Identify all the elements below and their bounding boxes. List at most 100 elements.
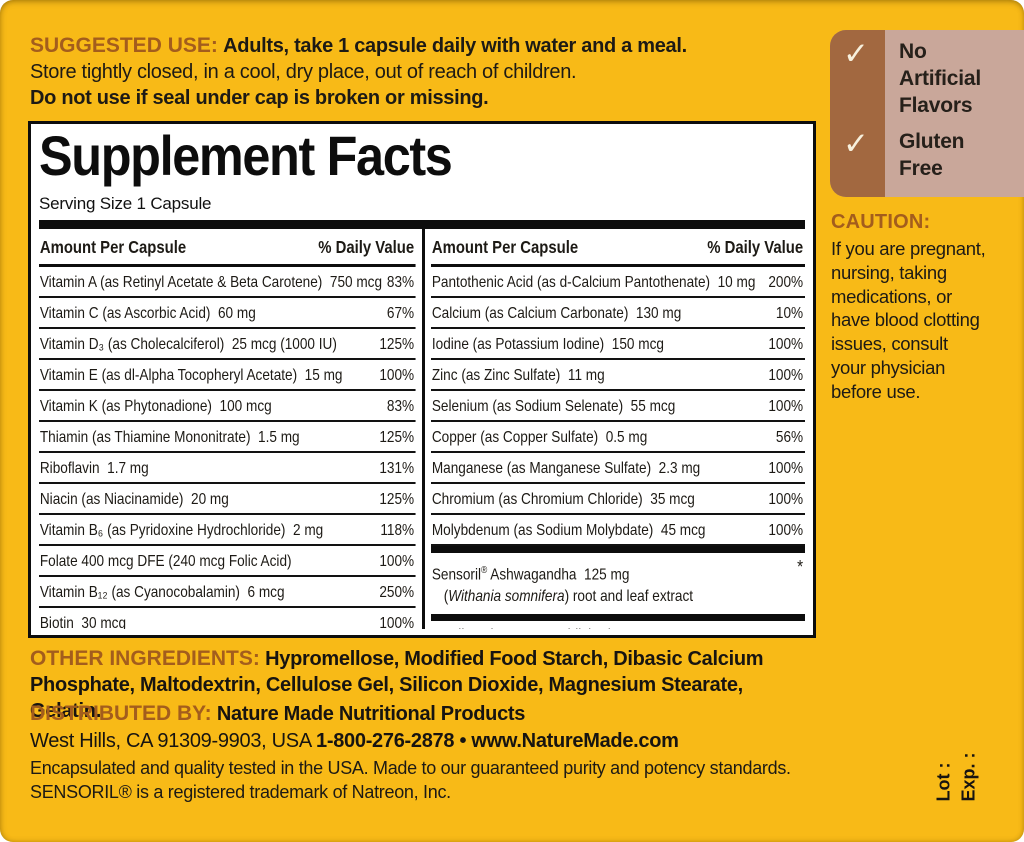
facts-rows-left: Vitamin A (as Retinyl Acetate & Beta Car… xyxy=(39,267,416,629)
fact-row: Selenium (as Sodium Selenate) 55 mcg 100% xyxy=(431,391,805,422)
fact-row: Vitamin C (as Ascorbic Acid) 60 mg 67% xyxy=(39,298,416,329)
distributed-by-line1: DISTRIBUTED BY: Nature Made Nutritional … xyxy=(30,700,820,728)
fact-row: Vitamin K (as Phytonadione) 100 mcg 83% xyxy=(39,391,416,422)
fact-name: Molybdenum (as Sodium Molybdate) 45 mcg xyxy=(431,522,706,539)
fact-dv: 200% xyxy=(768,274,804,291)
column-header-dv: % Daily Value xyxy=(318,237,415,257)
fact-name: Riboflavin 1.7 mg xyxy=(39,460,149,477)
column-header-amount: Amount Per Capsule xyxy=(39,237,187,257)
botanical-row: Sensoril® Ashwagandha 125 mg (Withania s… xyxy=(431,553,805,614)
checkmark-icon: ✓ xyxy=(843,126,869,161)
fact-dv: 100% xyxy=(768,336,804,353)
fact-name: Pantothenic Acid (as d-Calcium Pantothen… xyxy=(431,274,756,291)
fact-row: Riboflavin 1.7 mg 131% xyxy=(39,453,416,484)
caution-heading: CAUTION: xyxy=(831,211,931,233)
fact-row: Vitamin E (as dl-Alpha Tocopheryl Acetat… xyxy=(39,360,416,391)
distributed-by-heading: DISTRIBUTED BY: xyxy=(30,702,212,725)
fact-name: Chromium (as Chromium Chloride) 35 mcg xyxy=(431,491,695,508)
fact-row: Vitamin B₁₂ (as Cyanocobalamin) 6 mcg 250… xyxy=(39,577,416,608)
fact-dv: 100% xyxy=(768,522,804,539)
fact-dv: 56% xyxy=(775,429,804,446)
suggested-use-lead: Adults, take 1 capsule daily with water … xyxy=(223,35,687,57)
fact-name: Vitamin B₁₂ (as Cyanocobalamin) 6 mcg xyxy=(39,584,285,601)
other-ingredients-section: OTHER INGREDIENTS: Hypromellose, Modifie… xyxy=(30,646,778,724)
badge-label-gluten-free: Gluten Free xyxy=(899,130,965,180)
exp-label: Exp. : xyxy=(958,752,979,802)
dv-footnote: * Daily Values not established. xyxy=(431,621,805,629)
fact-name: Biotin 30 mcg xyxy=(39,615,127,629)
botanical-line2-rest: ) root and leaf extract xyxy=(564,588,694,606)
footer-line1: Encapsulated and quality tested in the U… xyxy=(30,758,791,778)
fact-dv: 10% xyxy=(775,305,804,322)
fact-dv: 67% xyxy=(386,305,415,322)
fact-name: Manganese (as Manganese Sulfate) 2.3 mg xyxy=(431,460,701,477)
suggested-use-heading: SUGGESTED USE: xyxy=(30,34,218,57)
fact-name: Iodine (as Potassium Iodine) 150 mcg xyxy=(431,336,664,353)
distributor-company: Nature Made Nutritional Products xyxy=(211,703,526,725)
fact-name: Calcium (as Calcium Carbonate) 130 mg xyxy=(431,305,682,322)
caution-section: CAUTION: If you are pregnant, nursing, t… xyxy=(831,211,1023,404)
fact-name: Niacin (as Niacinamide) 20 mg xyxy=(39,491,229,508)
distributed-by-line2: West Hills, CA 91309-9903, USA 1-800-276… xyxy=(30,728,820,755)
fact-dv: 100% xyxy=(768,491,804,508)
facts-column-left: Amount Per Capsule % Daily Value Vitamin… xyxy=(39,229,422,629)
fact-dv: 131% xyxy=(379,460,415,477)
thick-rule xyxy=(431,614,805,622)
fact-row: Copper (as Copper Sulfate) 0.5 mg 56% xyxy=(431,422,805,453)
fact-dv: 100% xyxy=(768,460,804,477)
botanical-brand: Sensoril xyxy=(431,566,481,584)
fact-name: Vitamin C (as Ascorbic Acid) 60 mg xyxy=(39,305,256,322)
supplement-facts-panel: Supplement Facts Serving Size 1 Capsule … xyxy=(28,121,816,638)
distributed-by-section: DISTRIBUTED BY: Nature Made Nutritional … xyxy=(30,700,820,755)
facts-column-right: Amount Per Capsule % Daily Value Pantoth… xyxy=(422,229,805,629)
fact-name: Thiamin (as Thiamine Mononitrate) 1.5 mg xyxy=(39,429,300,446)
suggested-use-line3: Do not use if seal under cap is broken o… xyxy=(30,87,489,109)
distributor-phone-web: 1-800-276-2878 • www.NatureMade.com xyxy=(316,730,679,752)
other-ingredients-heading: OTHER INGREDIENTS: xyxy=(30,647,260,670)
fact-name: Folate 400 mcg DFE (240 mcg Folic Acid) xyxy=(39,553,292,570)
facts-columns: Amount Per Capsule % Daily Value Vitamin… xyxy=(39,229,805,629)
claims-badge: ✓ ✓ No Artificial Flavors Gluten Free xyxy=(830,30,1024,197)
botanical-dv-asterisk: * xyxy=(797,557,804,577)
fact-row: Zinc (as Zinc Sulfate) 11 mg 100% xyxy=(431,360,805,391)
other-ingredients-body: Hypromellose, Modified Food Starch, Diba… xyxy=(30,648,764,722)
fact-dv: 100% xyxy=(379,615,415,629)
fact-row: Vitamin B₆ (as Pyridoxine Hydrochloride)… xyxy=(39,515,416,546)
footer-line2: SENSORIL® is a registered trademark of N… xyxy=(30,782,451,802)
fact-name: Vitamin D₃ (as Cholecalciferol) 25 mcg (… xyxy=(39,336,337,353)
thick-rule xyxy=(39,220,805,229)
badge-label-no-artificial-flavors: No Artificial Flavors xyxy=(899,40,982,117)
registered-mark: ® xyxy=(480,565,488,576)
fact-dv: 125% xyxy=(379,336,415,353)
botanical-line1: Sensoril® Ashwagandha 125 mg xyxy=(432,560,803,586)
fact-name: Selenium (as Sodium Selenate) 55 mcg xyxy=(431,398,676,415)
fact-row: Vitamin D₃ (as Cholecalciferol) 25 mcg (… xyxy=(39,329,416,360)
fact-dv: 100% xyxy=(768,398,804,415)
fact-row: Iodine (as Potassium Iodine) 150 mcg 100% xyxy=(431,329,805,360)
suggested-use-section: SUGGESTED USE: Adults, take 1 capsule da… xyxy=(30,33,820,111)
fact-row: Molybdenum (as Sodium Molybdate) 45 mcg 1… xyxy=(431,515,805,546)
serving-size: Serving Size 1 Capsule xyxy=(39,194,212,213)
fact-row: Manganese (as Manganese Sulfate) 2.3 mg 1… xyxy=(431,453,805,484)
fact-row: Vitamin A (as Retinyl Acetate & Beta Car… xyxy=(39,267,416,298)
fact-dv: 118% xyxy=(380,522,415,539)
fact-name: Vitamin K (as Phytonadione) 100 mcg xyxy=(39,398,272,415)
suggested-use-line2: Store tightly closed, in a cool, dry pla… xyxy=(30,61,577,83)
fact-name: Vitamin A (as Retinyl Acetate & Beta Car… xyxy=(39,274,383,291)
fact-name: Vitamin B₆ (as Pyridoxine Hydrochloride)… xyxy=(39,522,324,539)
caution-body: If you are pregnant, nursing, taking med… xyxy=(831,238,986,402)
paren: ( xyxy=(443,588,449,606)
thick-rule xyxy=(431,546,805,553)
fact-row: Chromium (as Chromium Chloride) 35 mcg 10… xyxy=(431,484,805,515)
suggested-use-line1: SUGGESTED USE: Adults, take 1 capsule da… xyxy=(30,33,820,59)
checkmark-icon: ✓ xyxy=(843,36,869,71)
fact-row: Niacin (as Niacinamide) 20 mg 125% xyxy=(39,484,416,515)
botanical-rest: Ashwagandha 125 mg xyxy=(487,566,630,584)
fact-dv: 100% xyxy=(379,367,415,384)
column-header: Amount Per Capsule % Daily Value xyxy=(39,229,416,267)
fact-dv: 125% xyxy=(379,491,415,508)
fact-row: Biotin 30 mcg 100% xyxy=(39,608,416,629)
supplement-facts-title: Supplement Facts xyxy=(39,124,453,187)
badge-check-strip xyxy=(830,30,885,197)
